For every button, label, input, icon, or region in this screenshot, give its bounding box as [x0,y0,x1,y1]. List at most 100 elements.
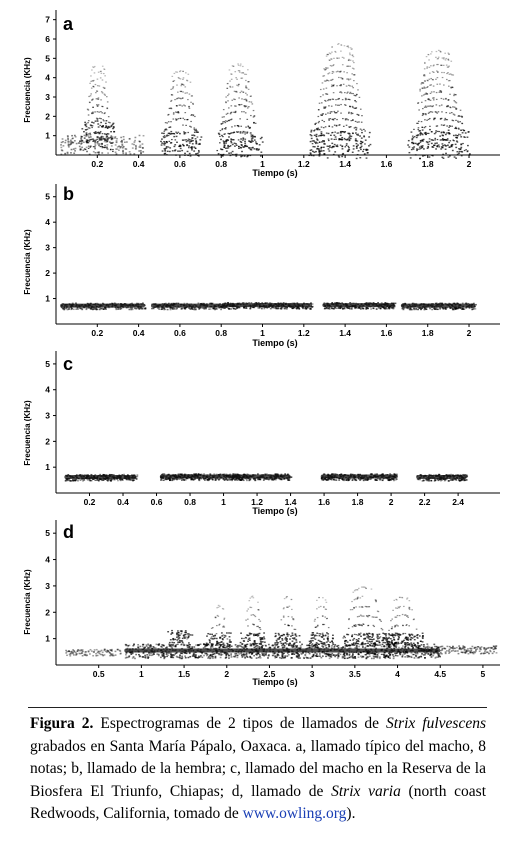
y-tick-label: 4 [45,217,50,227]
y-tick-label: 4 [45,385,50,395]
x-tick-label: 0.4 [133,328,145,338]
x-tick-label: 1.4 [339,159,351,169]
x-tick-label: 1.8 [352,497,364,507]
call-note [60,134,145,156]
y-tick-label: 5 [45,53,50,63]
y-tick-label: 4 [45,555,50,565]
y-tick-label: 2 [45,111,50,121]
spectrogram-panel-d: d Frecuencia (KHz) 1 2 3 4 5 0.5 1 1.5 2 2.5 3 3.5 4… [23,520,500,687]
x-tick-label: 2 [389,497,394,507]
plot-area: 1 2 3 4 5 0.2 0.4 0.6 0.8 1 1.2 1.4 1.6 1.8 2 [45,184,500,338]
y-tick-label: 3 [45,411,50,421]
x-tick-label: 3.5 [349,669,361,679]
x-tick-label: 0.2 [91,328,103,338]
x-tick-label: 1.8 [422,159,434,169]
figure-caption: Figura 2. Espectrogramas de 2 tipos de l… [30,713,486,826]
x-tick-label: 2 [224,669,229,679]
caption-label: Figura 2. [30,715,94,732]
y-tick-label: 1 [45,294,50,304]
call-note [407,49,471,160]
x-tick-label: 1.2 [251,497,263,507]
x-tick-label: 0.6 [151,497,163,507]
call-note [60,302,147,311]
y-axis-label: Frecuencia (KHz) [23,569,32,635]
call-note [423,645,498,655]
y-axis-label: Frecuencia (KHz) [23,400,32,466]
y-tick-label: 1 [45,634,50,644]
x-tick-label: 0.4 [133,159,145,169]
panel-letter: d [63,522,74,542]
call-note [150,302,223,311]
y-tick-label: 3 [45,581,50,591]
x-tick-label: 3 [310,669,315,679]
x-tick-label: 1.6 [381,159,393,169]
y-tick-label: 1 [45,131,50,141]
y-axis-label: Frecuencia (KHz) [23,57,32,123]
y-tick-label: 4 [45,73,50,83]
spectrogram-panel-b: b Frecuencia (KHz) 1 2 3 4 5 0.2 0.4 0.6 0.8 1 1.2… [23,184,500,348]
x-tick-label: 2.4 [452,497,464,507]
y-tick-label: 5 [45,192,50,202]
x-tick-label: 0.6 [174,328,186,338]
x-tick-label: 4 [395,669,400,679]
call-note [167,629,194,658]
call-note [340,586,400,659]
call-note [64,473,139,482]
species-name: Strix fulvescens [386,715,486,732]
x-axis-label: Tiempo (s) [252,168,297,178]
y-tick-label: 3 [45,92,50,102]
call-note [239,595,267,658]
x-tick-label: 0.8 [215,159,227,169]
x-tick-label: 1 [221,497,226,507]
x-tick-label: 0.2 [91,159,103,169]
y-tick-label: 2 [45,436,50,446]
caption-text: grabados en Santa María Pápalo, Oaxaca. … [30,737,486,800]
x-tick-label: 1 [139,669,144,679]
y-axis-label: Frecuencia (KHz) [23,229,32,295]
x-tick-label: 2 [467,328,472,338]
call-note [381,596,424,658]
x-tick-label: 0.5 [93,669,105,679]
call-note [308,596,335,658]
y-tick-label: 7 [45,15,50,25]
caption-text: Espectrogramas de 2 tipos de llamados de [93,715,387,732]
call-note [160,70,203,157]
x-axis-label: Tiempo (s) [252,338,297,348]
y-tick-label: 1 [45,462,50,472]
x-tick-label: 0.6 [174,159,186,169]
y-tick-label: 2 [45,268,50,278]
x-tick-label: 1.6 [318,497,330,507]
call-note [416,473,469,482]
call-note [308,43,372,160]
plot-area: 1 2 3 4 5 6 7 0.2 0.4 0.6 0.8 1 1.2 1.4 1.6 1.8 2 [45,10,500,169]
x-tick-label: 1.4 [339,328,351,338]
caption-divider [28,707,487,708]
call-note [81,65,116,153]
x-tick-label: 1.6 [381,328,393,338]
panel-letter: a [63,14,74,34]
call-note [322,301,397,310]
caption-text: ). [346,805,356,822]
call-note [320,473,398,482]
x-tick-label: 1.5 [178,669,190,679]
y-tick-label: 5 [45,359,50,369]
x-tick-label: 1.2 [298,328,310,338]
x-tick-label: 2.2 [419,497,431,507]
x-tick-label: 1 [260,159,265,169]
call-note [205,604,232,659]
call-note [65,648,122,657]
source-link[interactable]: www.owling.org [242,805,347,822]
x-tick-label: 4.5 [434,669,446,679]
x-tick-label: 0.8 [184,497,196,507]
y-tick-label: 3 [45,243,50,253]
x-tick-label: 1.2 [298,159,310,169]
call-note [231,473,293,482]
x-tick-label: 0.2 [84,497,96,507]
call-note [159,473,243,482]
x-axis-label: Tiempo (s) [252,677,297,687]
call-note [274,595,301,658]
x-tick-label: 1 [260,328,265,338]
call-note [400,302,477,311]
x-tick-label: 5 [481,669,486,679]
